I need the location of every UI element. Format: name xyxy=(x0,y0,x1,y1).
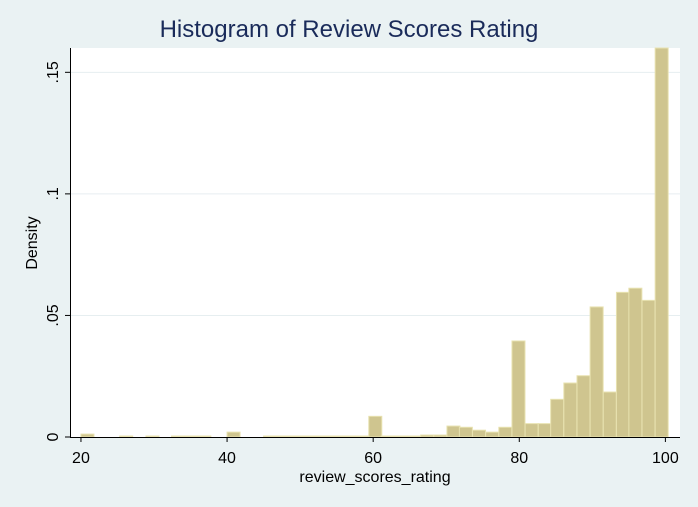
x-tick-label: 20 xyxy=(72,450,90,467)
y-tick-label: .15 xyxy=(45,61,62,83)
histogram-bar xyxy=(407,435,422,438)
x-tick-label: 40 xyxy=(218,450,236,467)
histogram-bar xyxy=(328,435,343,438)
histogram-bar xyxy=(563,382,578,438)
histogram-bar xyxy=(380,435,395,438)
histogram-bar xyxy=(289,435,304,438)
histogram-bar xyxy=(171,435,186,438)
histogram-bar xyxy=(119,435,134,438)
plot-area xyxy=(70,48,680,437)
histogram-bar xyxy=(197,435,212,438)
histogram-bar xyxy=(341,435,356,438)
histogram-bar xyxy=(537,423,552,438)
histogram-bar xyxy=(615,291,630,438)
histogram-bar xyxy=(498,426,513,438)
histogram-bar xyxy=(420,434,435,438)
histogram-bar xyxy=(355,435,370,438)
histogram-bar xyxy=(641,299,656,438)
histogram-bar xyxy=(628,287,643,438)
histogram-bar xyxy=(589,306,604,438)
histogram-bar xyxy=(315,435,330,438)
y-tick-label: .1 xyxy=(45,187,62,200)
x-tick-label: 80 xyxy=(510,450,528,467)
histogram-bar xyxy=(602,391,617,438)
histogram-bar xyxy=(458,426,473,438)
y-tick-label: .05 xyxy=(45,304,62,326)
histogram-bar xyxy=(393,435,408,438)
histogram-bar xyxy=(524,423,539,438)
x-axis-title: review_scores_rating xyxy=(299,469,450,486)
grid-lines xyxy=(70,71,680,316)
histogram-bar xyxy=(276,435,291,438)
chart-title: Histogram of Review Scores Rating xyxy=(159,16,539,43)
histogram-bar xyxy=(511,340,526,438)
histogram-bar xyxy=(550,398,565,438)
x-ticks: 20 40 60 80 100 xyxy=(72,437,679,467)
y-axis-title: Density xyxy=(24,216,41,269)
x-tick-label: 100 xyxy=(652,450,679,467)
histogram-bar xyxy=(226,431,241,438)
histogram-bar xyxy=(145,435,160,438)
histogram-bar xyxy=(433,434,448,438)
histogram-bar xyxy=(368,415,383,438)
histogram-bar xyxy=(263,435,278,438)
x-tick-label: 60 xyxy=(364,450,382,467)
histogram-bar xyxy=(184,435,199,438)
histogram-bar xyxy=(302,435,317,438)
y-tick-label: 0 xyxy=(45,432,62,441)
histogram-bar xyxy=(472,429,487,438)
histogram-bar xyxy=(80,433,95,438)
histogram-bar xyxy=(485,431,500,438)
y-ticks: 0 .05 .1 .15 xyxy=(45,61,70,441)
histogram-bar xyxy=(446,425,461,438)
histogram-bar xyxy=(654,47,669,438)
histogram-bar xyxy=(576,375,591,438)
